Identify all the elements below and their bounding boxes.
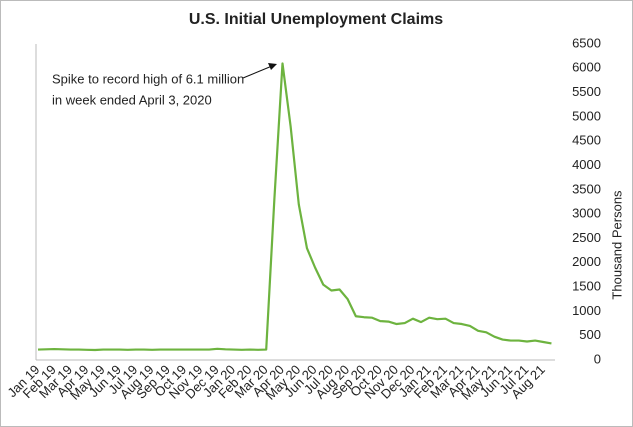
y-axis-label: Thousand Persons [609, 190, 624, 300]
y-tick-label: 4500 [572, 133, 601, 148]
chart-title: U.S. Initial Unemployment Claims [189, 11, 443, 28]
arrow-head [268, 63, 277, 70]
y-tick-label: 4000 [572, 157, 601, 172]
y-tick-label: 5000 [572, 108, 601, 123]
y-tick-label: 2000 [572, 254, 601, 269]
y-tick-label: 0 [594, 351, 601, 366]
annotation-arrow [242, 65, 273, 79]
annotation: in week ended April 3, 2020 [52, 92, 212, 107]
annotation: Spike to record high of 6.1 million [52, 71, 244, 86]
line-series [37, 62, 552, 352]
y-tick-label: 2500 [572, 230, 601, 245]
y-tick-label: 500 [579, 327, 601, 342]
y-tick-label: 6000 [572, 60, 601, 75]
y-tick-label: 1500 [572, 279, 601, 294]
y-tick-label: 6500 [572, 35, 601, 50]
y-tick-label: 3000 [572, 206, 601, 221]
y-tick-label: 5500 [572, 84, 601, 99]
y-tick-label: 3500 [572, 181, 601, 196]
y-tick-label: 1000 [572, 303, 601, 318]
